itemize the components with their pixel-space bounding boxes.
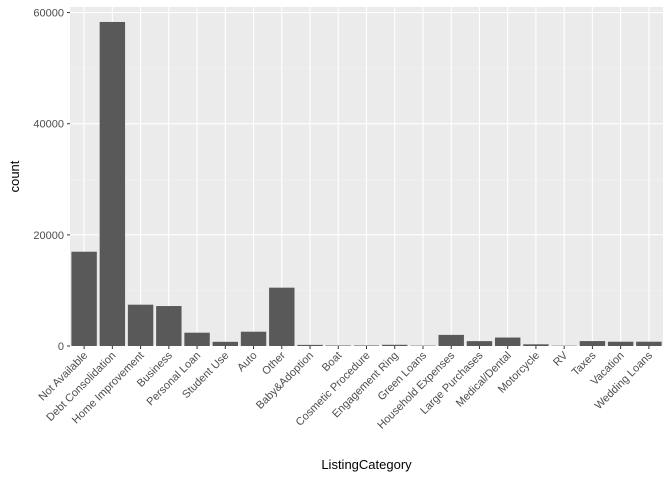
bar-household-expenses bbox=[438, 334, 464, 346]
bar-auto bbox=[240, 331, 267, 346]
bar-debt-consolidation bbox=[99, 21, 126, 347]
y-axis: 0 20000 40000 60000 bbox=[33, 8, 70, 353]
y-tick-label: 60000 bbox=[33, 8, 64, 20]
bar-medical-dental bbox=[494, 337, 521, 346]
bar-large-purchases bbox=[466, 341, 493, 346]
y-tick-label: 40000 bbox=[33, 119, 64, 131]
bar-taxes bbox=[579, 341, 606, 346]
bar-home-improvement bbox=[127, 304, 154, 346]
bar-student-use bbox=[212, 341, 239, 346]
bar-baby-adoption bbox=[297, 344, 323, 346]
y-tick-label: 20000 bbox=[33, 230, 64, 242]
bar-motorcycle bbox=[523, 344, 549, 346]
bar-personal-loan bbox=[184, 332, 210, 346]
bar-other bbox=[269, 287, 295, 346]
bar-cosmetic-procedure bbox=[353, 345, 380, 346]
y-axis-title: count bbox=[7, 160, 22, 192]
bar-business bbox=[156, 306, 182, 346]
bars bbox=[71, 21, 662, 347]
y-tick-label: 0 bbox=[58, 341, 64, 353]
bar-wedding-loans bbox=[636, 341, 662, 346]
bar-engagement-ring bbox=[382, 344, 408, 346]
x-axis-title: ListingCategory bbox=[321, 457, 412, 472]
bar-not-available bbox=[71, 251, 97, 346]
bar-vacation bbox=[607, 341, 634, 346]
